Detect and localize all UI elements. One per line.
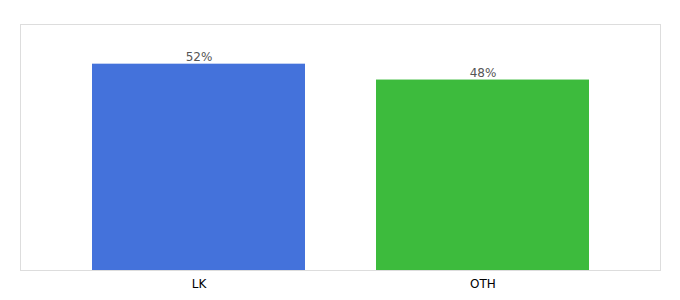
svg-text:48%: 48% [470, 66, 497, 80]
svg-text:OTH: OTH [470, 277, 496, 291]
svg-text:LK: LK [192, 277, 208, 291]
svg-text:52%: 52% [186, 50, 213, 64]
